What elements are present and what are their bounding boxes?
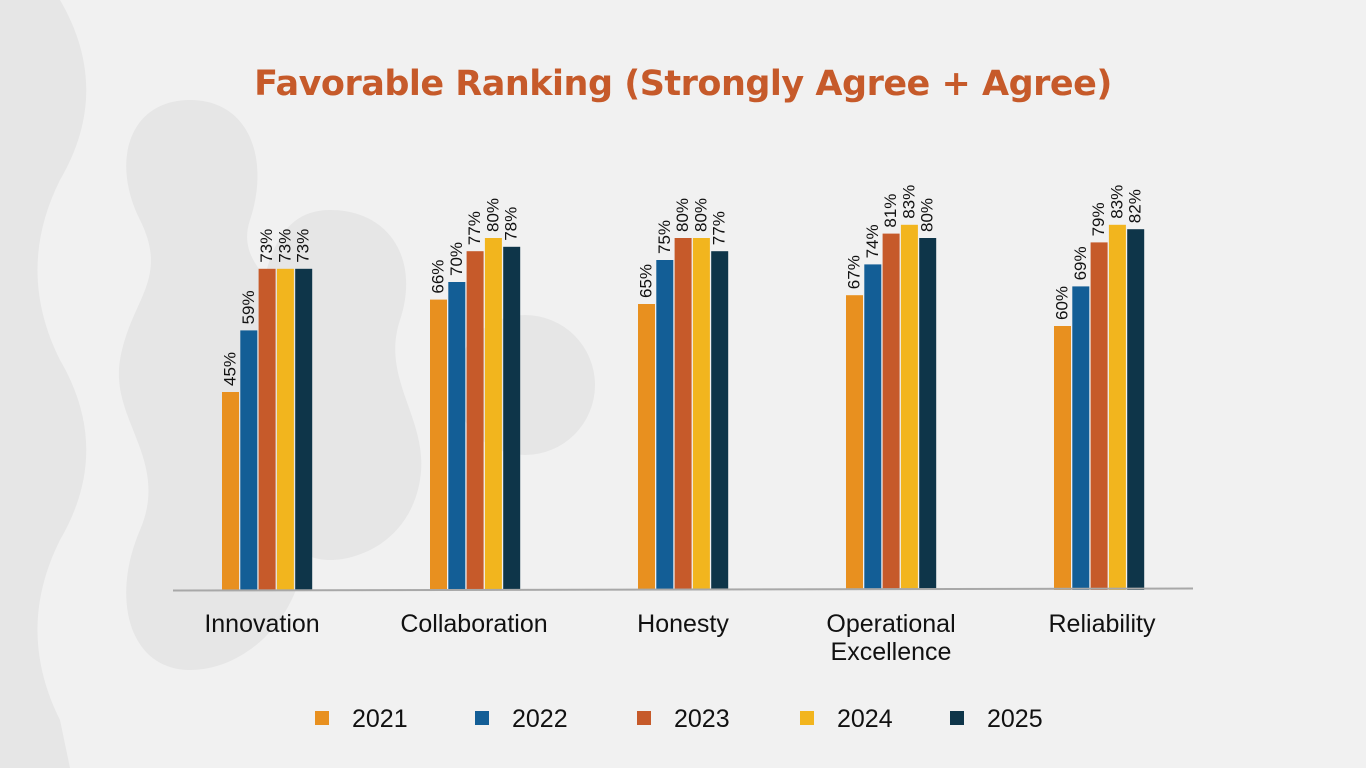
- data-label-reliability-2022: 69%: [1071, 246, 1090, 280]
- data-label-operational-excellence-2023: 81%: [881, 194, 900, 228]
- bar-innovation-2022: [240, 330, 258, 590]
- legend-label-2022: 2022: [512, 705, 568, 733]
- legend: 2021 2022 2023 2024 2025: [315, 705, 1043, 733]
- bar-reliability-2023: [1090, 242, 1108, 590]
- category-label-operational-excellence: Operational Excellence: [826, 610, 955, 666]
- data-label-collaboration-2025: 78%: [502, 207, 521, 241]
- bar-honesty-2022: [656, 260, 674, 590]
- data-label-honesty-2025: 77%: [710, 211, 729, 245]
- legend-swatch-2022: [475, 711, 489, 725]
- bar-honesty-2025: [711, 251, 729, 590]
- data-label-operational-excellence-2022: 74%: [863, 224, 882, 258]
- legend-label-2024: 2024: [837, 705, 893, 733]
- x-axis-line: [172, 587, 1194, 592]
- data-label-reliability-2023: 79%: [1089, 202, 1108, 236]
- data-label-collaboration-2024: 80%: [483, 198, 502, 232]
- bar-collaboration-2021: [430, 299, 447, 590]
- category-labels-layer: Innovation Collaboration Honesty Operationa…: [204, 610, 1156, 666]
- legend-swatch-2023: [637, 711, 651, 725]
- legend-swatch-2021: [315, 711, 329, 725]
- wavy-band-decoration: [0, 0, 87, 768]
- category-label-honesty: Honesty: [637, 610, 729, 638]
- bar-collaboration-2023: [466, 251, 484, 590]
- data-label-collaboration-2023: 77%: [465, 211, 484, 245]
- data-labels-layer: 45%66% 65% 67%60%59%70%75% 74%69%73%77% 80% 8…: [221, 185, 1145, 386]
- data-label-operational-excellence-2024: 83%: [899, 185, 918, 219]
- data-label-honesty-2023: 80%: [673, 198, 692, 232]
- bar-innovation-2024: [276, 268, 294, 590]
- bar-operational-excellence-2024: [900, 224, 918, 591]
- bar-honesty-2024: [692, 238, 710, 590]
- legend-swatch-2025: [950, 711, 964, 725]
- category-label-collaboration: Collaboration: [400, 610, 547, 638]
- bars-layer: [222, 224, 1145, 591]
- data-label-innovation-2023: 73%: [257, 229, 276, 263]
- data-label-honesty-2024: 80%: [691, 198, 710, 232]
- legend-swatch-2024: [800, 711, 814, 725]
- data-label-reliability-2024: 83%: [1107, 185, 1126, 219]
- bar-innovation-2023: [258, 268, 276, 590]
- bar-operational-excellence-2022: [864, 264, 882, 590]
- category-label-reliability: Reliability: [1049, 610, 1156, 638]
- data-label-operational-excellence-2021: 67%: [845, 255, 864, 289]
- bar-honesty-2021: [638, 304, 655, 590]
- data-label-innovation-2024: 73%: [275, 229, 294, 263]
- data-label-reliability-2021: 60%: [1053, 286, 1072, 320]
- data-label-reliability-2025: 82%: [1126, 189, 1145, 223]
- bar-operational-excellence-2021: [846, 295, 863, 590]
- bar-collaboration-2022: [448, 282, 466, 590]
- bar-reliability-2025: [1127, 229, 1145, 590]
- bar-reliability-2021: [1054, 326, 1071, 590]
- legend-label-2023: 2023: [674, 705, 730, 733]
- data-label-innovation-2022: 59%: [239, 290, 258, 324]
- data-label-innovation-2021: 45%: [221, 352, 240, 386]
- bar-operational-excellence-2023: [882, 233, 900, 590]
- bar-collaboration-2024: [484, 238, 502, 590]
- data-label-honesty-2021: 65%: [637, 264, 656, 298]
- bar-operational-excellence-2025: [919, 238, 937, 590]
- bar-innovation-2021: [222, 392, 239, 590]
- data-label-operational-excellence-2025: 80%: [918, 198, 937, 232]
- category-label-innovation: Innovation: [204, 610, 319, 638]
- legend-label-2021: 2021: [352, 705, 408, 733]
- data-label-innovation-2025: 73%: [294, 229, 313, 263]
- legend-label-2025: 2025: [987, 705, 1043, 733]
- bar-collaboration-2025: [503, 246, 521, 591]
- data-label-collaboration-2022: 70%: [447, 242, 466, 276]
- chart-title: Favorable Ranking (Strongly Agree + Agre…: [254, 64, 1112, 104]
- bar-innovation-2025: [295, 268, 313, 590]
- data-label-collaboration-2021: 66%: [429, 260, 448, 294]
- bar-reliability-2024: [1108, 224, 1126, 591]
- bar-reliability-2022: [1072, 286, 1090, 590]
- data-label-honesty-2022: 75%: [655, 220, 674, 254]
- bar-honesty-2023: [674, 238, 692, 590]
